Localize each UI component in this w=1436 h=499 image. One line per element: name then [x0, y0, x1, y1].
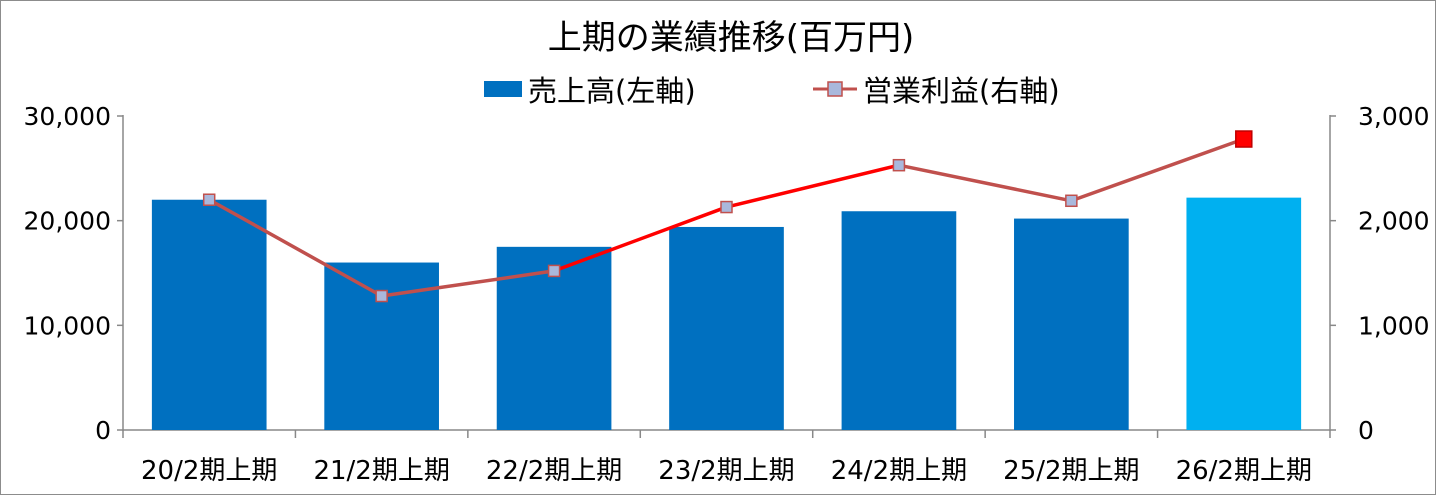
x-category-label: 26/2期上期 — [1176, 456, 1312, 486]
x-category-label: 21/2期上期 — [313, 456, 449, 486]
legend-line-marker — [827, 81, 843, 97]
line-segment-operating-profit — [897, 163, 1074, 203]
marker-operating-profit — [202, 193, 216, 206]
y-right-tick-label: 0 — [1358, 416, 1374, 445]
legend-line-label: 営業利益(右軸) — [863, 74, 1060, 108]
marker-operating-profit — [892, 158, 906, 172]
line-segment-operating-profit — [1069, 137, 1246, 203]
bar-sales — [1186, 197, 1302, 430]
y-axis-right-ticks: 0 1,000 2,000 3,000 — [1330, 102, 1430, 445]
marker-operating-profit — [547, 264, 561, 278]
marker-operating-profit — [1235, 130, 1253, 148]
x-category-label: 22/2期上期 — [486, 456, 622, 486]
bar-sales — [841, 211, 957, 430]
y-right-tick-label: 3,000 — [1358, 102, 1430, 131]
x-axis-ticks — [122, 430, 1331, 438]
bar-sales — [669, 226, 784, 430]
y-left-tick-label: 0 — [95, 416, 111, 445]
y-left-tick-label: 10,000 — [24, 311, 111, 340]
marker-operating-profit — [720, 200, 733, 214]
x-category-label: 25/2期上期 — [1003, 456, 1139, 486]
bar-sales — [1014, 218, 1129, 430]
legend: 売上高(左軸) 営業利益(右軸) — [484, 74, 1060, 108]
legend-bar-swatch — [484, 81, 522, 97]
y-right-tick-label: 1,000 — [1358, 311, 1430, 340]
line-segment-operating-profit — [552, 205, 729, 273]
x-category-label: 23/2期上期 — [658, 456, 794, 486]
legend-bar-label: 売上高(左軸) — [528, 74, 696, 108]
bar-sales — [151, 199, 267, 430]
x-category-label: 24/2期上期 — [831, 456, 967, 486]
line-markers — [202, 130, 1253, 303]
line-segment-operating-profit — [724, 163, 901, 209]
line-series — [207, 137, 1246, 298]
x-axis-labels: 20/2期上期 21/2期上期 22/2期上期 23/2期上期 24/2期上期 25/2期… — [141, 456, 1312, 486]
marker-operating-profit — [1065, 194, 1078, 208]
bar-series — [151, 197, 1302, 430]
y-right-tick-label: 2,000 — [1358, 207, 1430, 236]
chart-title: 上期の業績推移(百万円) — [548, 18, 915, 58]
marker-operating-profit — [375, 289, 388, 303]
line-segment-operating-profit — [379, 269, 556, 298]
bar-sales — [324, 262, 439, 430]
line-segment-operating-profit — [207, 197, 384, 298]
y-left-tick-label: 30,000 — [24, 102, 111, 131]
x-category-label: 20/2期上期 — [141, 456, 277, 486]
y-left-tick-label: 20,000 — [24, 207, 111, 236]
y-axis-left-ticks: 0 10,000 20,000 30,000 — [24, 102, 123, 445]
